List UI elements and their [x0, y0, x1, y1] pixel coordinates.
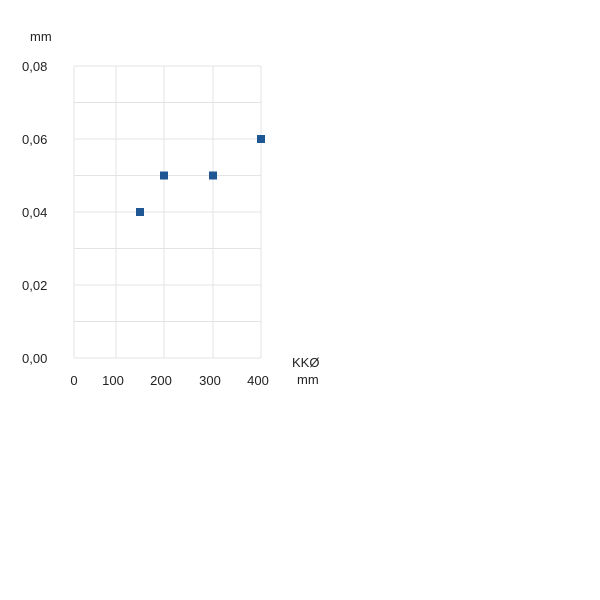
x-tick-label: 300 — [199, 373, 221, 388]
gridlines — [73, 65, 262, 359]
data-point — [257, 135, 265, 143]
y-axis-label: mm — [30, 29, 52, 44]
x-tick-label: 400 — [247, 373, 269, 388]
x-tick-labels: 0 100 200 300 400 — [70, 373, 268, 388]
y-tick-label: 0,02 — [22, 278, 47, 293]
y-tick-labels: 0,00 0,02 0,04 0,06 0,08 — [22, 59, 47, 366]
data-point — [209, 171, 217, 180]
y-tick-label: 0,00 — [22, 351, 47, 366]
y-tick-label: 0,04 — [22, 205, 47, 220]
x-tick-label: 0 — [70, 373, 77, 388]
data-points — [136, 135, 265, 216]
x-tick-label: 200 — [150, 373, 172, 388]
x-axis-label-line1: KKØ — [292, 355, 319, 370]
data-point — [160, 171, 168, 180]
data-point — [136, 208, 144, 216]
y-tick-label: 0,06 — [22, 132, 47, 147]
x-tick-label: 100 — [102, 373, 124, 388]
y-tick-label: 0,08 — [22, 59, 47, 74]
x-axis-label-line2: mm — [297, 372, 319, 387]
